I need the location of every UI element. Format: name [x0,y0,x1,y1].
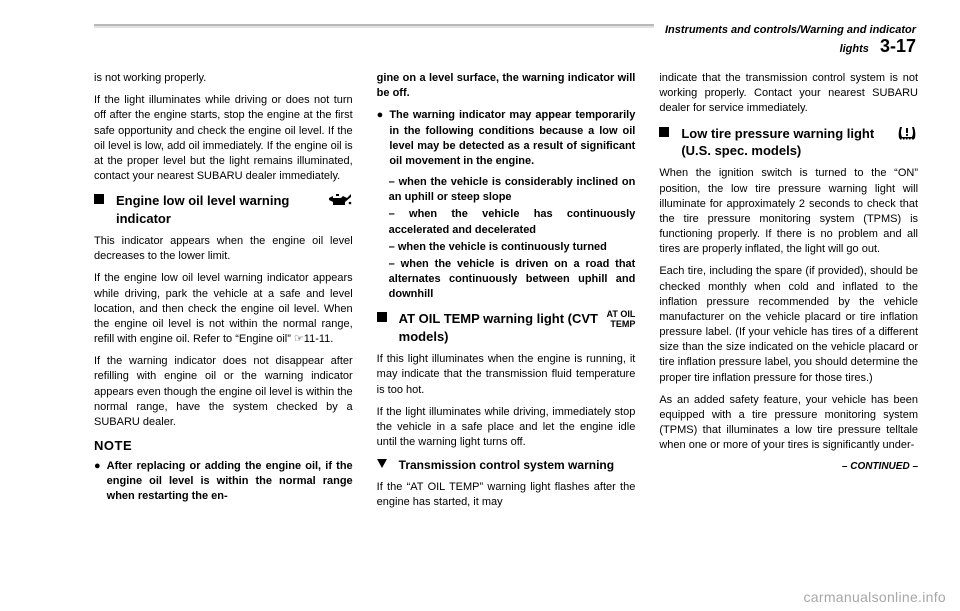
subheading-low-tire-pressure: Low tire pressure warning light (U.S. sp… [659,125,918,161]
header-rule [94,24,654,28]
subheading-engine-low-oil: Engine low oil level warning indicator [94,192,353,228]
paragraph: If the light illuminates while driving, … [377,405,636,451]
bullet-text: The warning indicator may appear tempora… [389,108,635,169]
column-3: indicate that the transmission control s… [659,71,918,517]
tpms-icon [896,125,918,144]
paragraph: When the ignition switch is turned to th… [659,166,918,257]
paragraph: Each tire, including the spare (if provi… [659,264,918,385]
triangle-down-icon [377,457,393,474]
subheading-at-oil-temp: AT OIL TEMP warning light (CVT models) A… [377,310,636,346]
paragraph: is not working properly. [94,71,353,86]
paragraph: If this light illuminates when the engin… [377,352,636,398]
note-bullet: ● After replacing or adding the engine o… [94,459,353,505]
square-bullet-icon [659,125,675,143]
sub-subheading-label: Transmission control system warning [399,457,614,474]
bullet-dot-icon: ● [377,108,384,169]
bullet-dot-icon: ● [94,459,101,505]
paragraph: As an added safety feature, your vehicle… [659,393,918,454]
paragraph: This indicator appears when the engine o… [94,234,353,264]
body-columns: is not working properly. If the light il… [94,71,918,517]
note-heading: NOTE [94,437,353,455]
note-text: After replacing or adding the engine oil… [107,459,353,505]
indent-item: – when the vehicle has continuously acce… [377,207,636,237]
paragraph: If the engine low oil level warning indi… [94,271,353,347]
sub-subheading: Transmission control system warning [377,457,636,474]
page-number: 3-17 [872,36,916,56]
indent-item: – when the vehicle is continuously turne… [377,240,636,255]
paragraph: If the warning indicator does not disapp… [94,354,353,430]
square-bullet-icon [377,310,393,328]
column-1: is not working properly. If the light il… [94,71,353,517]
manual-page: Instruments and controls/Warning and ind… [0,0,960,529]
paragraph: If the “AT OIL TEMP” warning light flash… [377,480,636,510]
paragraph: indicate that the transmission control s… [659,71,918,117]
watermark: carmanualsonline.info [804,589,947,605]
indent-item: – when the vehicle is driven on a road t… [377,257,636,303]
indent-item: – when the vehicle is considerably incli… [377,175,636,205]
paragraph: If the light illuminates while driving o… [94,93,353,184]
note-bullet: ● The warning indicator may appear tempo… [377,108,636,169]
column-2: gine on a level surface, the warning ind… [377,71,636,517]
subheading-label: Low tire pressure warning light (U.S. sp… [681,125,890,161]
square-bullet-icon [94,192,110,210]
subheading-label: AT OIL TEMP warning light (CVT models) [399,310,601,346]
page-header: Instruments and controls/Warning and ind… [94,24,918,57]
continued-marker: – CONTINUED – [659,460,918,474]
oil-can-icon [327,192,353,211]
paragraph-bold: gine on a level surface, the warning ind… [377,71,636,101]
subheading-label: Engine low oil level warning indicator [116,192,321,228]
at-oil-temp-icon: AT OIL TEMP [607,310,636,329]
